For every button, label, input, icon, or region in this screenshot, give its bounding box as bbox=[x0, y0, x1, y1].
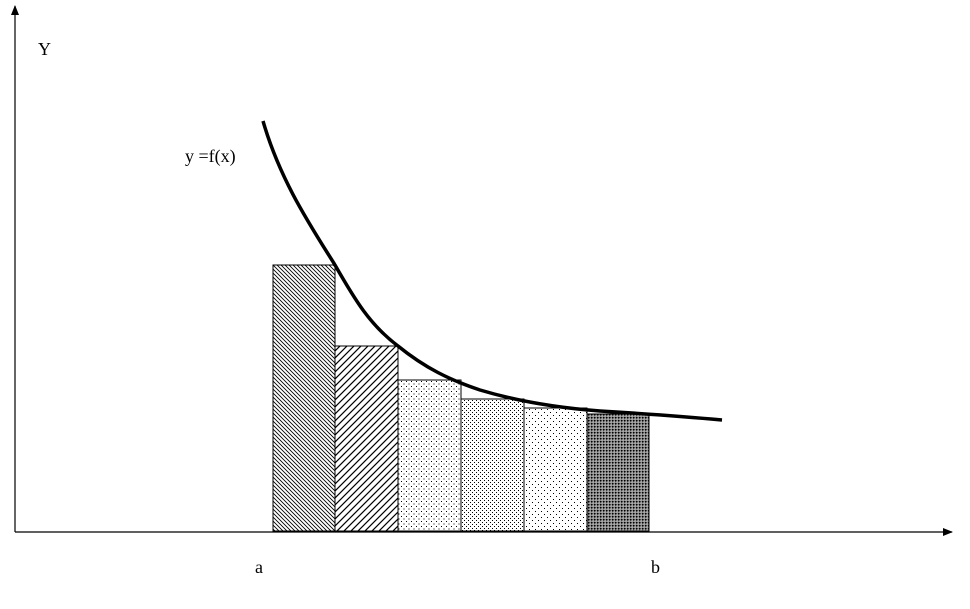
curve-label: y =f(x) bbox=[185, 146, 236, 167]
rect-6 bbox=[586, 413, 650, 532]
curve bbox=[261, 120, 723, 422]
rect-4 bbox=[460, 398, 525, 532]
rect-2 bbox=[334, 345, 399, 532]
label-a: a bbox=[255, 557, 263, 577]
label-b: b bbox=[651, 557, 660, 577]
rect-3 bbox=[397, 379, 462, 532]
y-axis-label: Y bbox=[38, 39, 51, 59]
rect-1 bbox=[272, 264, 336, 532]
rect-5 bbox=[523, 407, 588, 532]
rectangles bbox=[272, 264, 650, 532]
